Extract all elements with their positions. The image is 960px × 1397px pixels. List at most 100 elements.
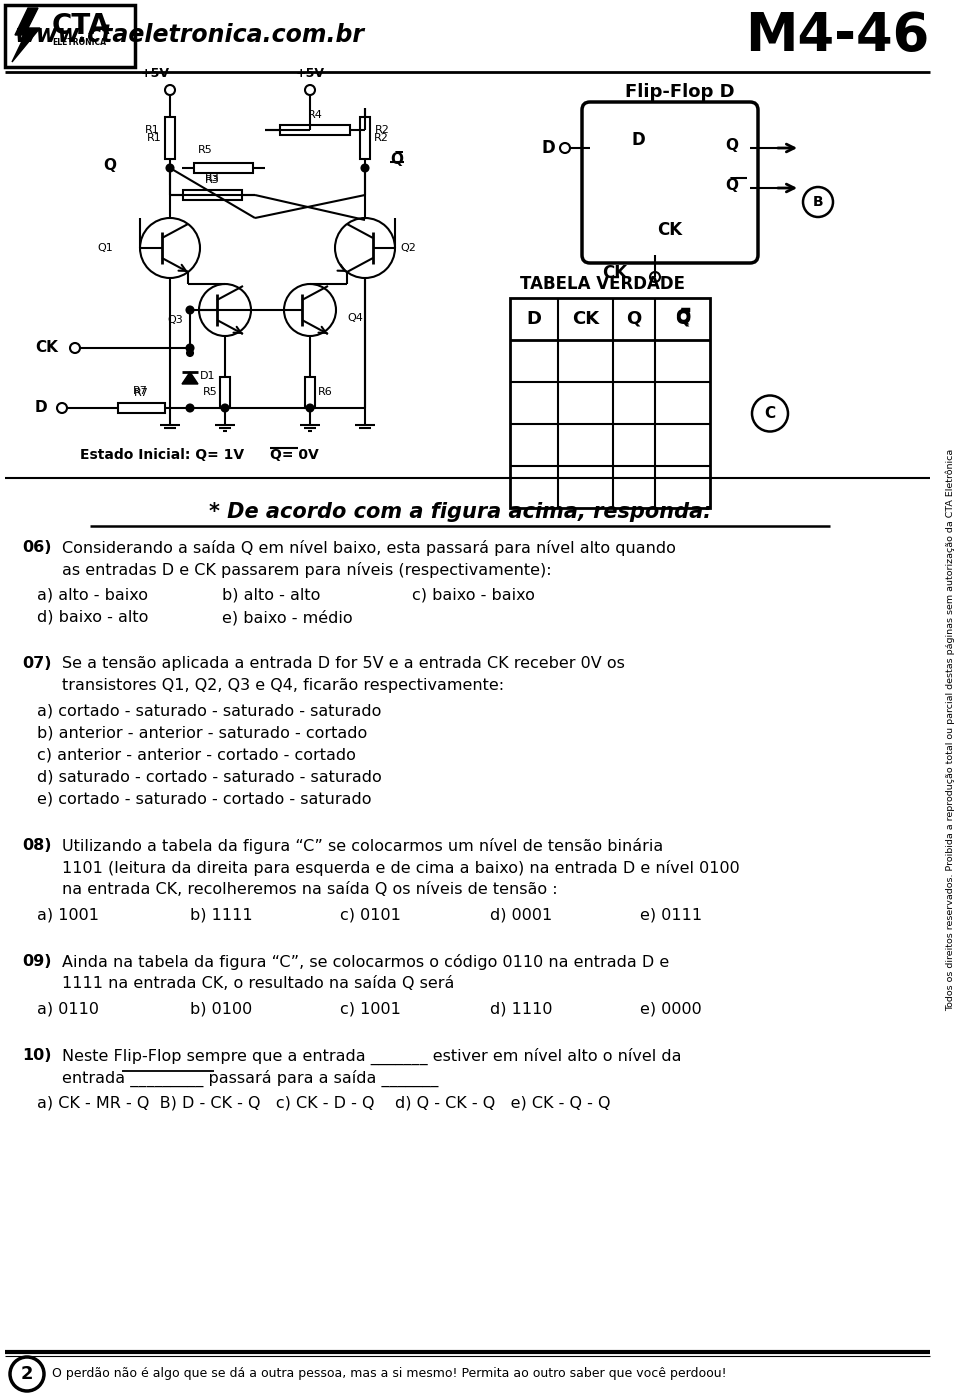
Text: Q̅: Q̅ (726, 177, 738, 193)
Text: Q4: Q4 (348, 313, 363, 323)
Text: Q1: Q1 (97, 243, 113, 253)
Circle shape (222, 405, 228, 412)
Bar (280, 124, 350, 136)
Text: ELETRÔNICA: ELETRÔNICA (52, 38, 106, 47)
FancyBboxPatch shape (582, 102, 758, 263)
Text: c) anterior - anterior - cortado - cortado: c) anterior - anterior - cortado - corta… (37, 747, 356, 763)
Circle shape (362, 165, 369, 172)
Bar (5, 6, 135, 67)
Text: c) 1001: c) 1001 (340, 1002, 401, 1017)
Text: 09): 09) (22, 954, 52, 970)
Circle shape (186, 306, 194, 313)
Bar (118, 402, 165, 414)
Text: CTA: CTA (52, 13, 110, 41)
Text: a) CK - MR - Q  B) D - CK - Q   c) CK - D - Q    d) Q - CK - Q   e) CK - Q - Q: a) CK - MR - Q B) D - CK - Q c) CK - D -… (37, 1097, 611, 1111)
Text: c) 0101: c) 0101 (340, 908, 401, 923)
Text: d) baixo - alto: d) baixo - alto (37, 610, 149, 624)
Text: 2: 2 (21, 1365, 34, 1383)
Circle shape (186, 405, 194, 412)
Text: R5: R5 (198, 145, 212, 155)
Text: +5V: +5V (296, 67, 324, 80)
Text: e) cortado - saturado - cortado - saturado: e) cortado - saturado - cortado - satura… (37, 792, 372, 807)
Text: d) 1110: d) 1110 (490, 1002, 553, 1017)
Text: 08): 08) (22, 838, 52, 854)
Text: D1: D1 (200, 372, 215, 381)
Text: e) baixo - médio: e) baixo - médio (222, 610, 352, 626)
Text: CK: CK (35, 341, 58, 355)
Text: R1: R1 (147, 133, 161, 142)
Text: b) 1111: b) 1111 (190, 908, 252, 923)
Text: Q̅: Q̅ (675, 307, 690, 326)
Text: a) alto - baixo: a) alto - baixo (37, 588, 148, 604)
Text: R2: R2 (374, 124, 390, 136)
Text: 1101 (leitura da direita para esquerda e de cima a baixo) na entrada D e nível 0: 1101 (leitura da direita para esquerda e… (62, 861, 740, 876)
Text: na entrada CK, recolheremos na saída Q os níveis de tensão :: na entrada CK, recolheremos na saída Q o… (62, 882, 558, 897)
Text: d) saturado - cortado - saturado - saturado: d) saturado - cortado - saturado - satur… (37, 770, 382, 785)
Text: R6: R6 (318, 387, 332, 397)
Text: entrada _________ passará para a saída _______: entrada _________ passará para a saída _… (62, 1070, 439, 1087)
Text: 07): 07) (22, 657, 52, 671)
Circle shape (306, 405, 314, 412)
Text: R7: R7 (134, 388, 149, 398)
Text: 10): 10) (22, 1048, 52, 1063)
Text: Estado Inicial: Q= 1V: Estado Inicial: Q= 1V (80, 448, 244, 462)
Text: M4-46: M4-46 (745, 10, 929, 61)
Text: R2: R2 (373, 133, 389, 142)
Text: Se a tensão aplicada a entrada D for 5V e a entrada CK receber 0V os: Se a tensão aplicada a entrada D for 5V … (62, 657, 625, 671)
Circle shape (166, 165, 174, 172)
Bar (510, 298, 710, 509)
Circle shape (187, 351, 193, 356)
Text: * De acordo com a figura acima, responda:: * De acordo com a figura acima, responda… (208, 502, 711, 522)
Bar (220, 377, 230, 408)
Text: Q̅: Q̅ (675, 310, 690, 328)
Circle shape (186, 345, 194, 352)
Text: CK: CK (658, 221, 683, 239)
Text: Q3: Q3 (167, 314, 182, 326)
Text: b) anterior - anterior - saturado - cortado: b) anterior - anterior - saturado - cort… (37, 726, 368, 740)
Bar (305, 377, 315, 408)
Text: transistores Q1, Q2, Q3 e Q4, ficarão respectivamente:: transistores Q1, Q2, Q3 e Q4, ficarão re… (62, 678, 504, 693)
Text: d) 0001: d) 0001 (490, 908, 552, 923)
Text: D: D (541, 138, 555, 156)
Text: Ainda na tabela da figura “C”, se colocarmos o código 0110 na entrada D e: Ainda na tabela da figura “C”, se coloca… (62, 954, 669, 970)
Text: R7: R7 (132, 386, 148, 395)
Text: R3: R3 (205, 175, 220, 184)
Text: a) 1001: a) 1001 (37, 908, 99, 923)
Text: Todos os direitos reservados. Proibida a reprodução total ou parcial destas pági: Todos os direitos reservados. Proibida a… (946, 448, 955, 1011)
Text: R3: R3 (204, 173, 220, 183)
Text: Q= 0V: Q= 0V (270, 448, 319, 462)
Bar (182, 190, 242, 200)
Text: a) cortado - saturado - saturado - saturado: a) cortado - saturado - saturado - satur… (37, 704, 381, 719)
Text: Utilizando a tabela da figura “C” se colocarmos um nível de tensão binária: Utilizando a tabela da figura “C” se col… (62, 838, 663, 854)
Text: as entradas D e CK passarem para níveis (respectivamente):: as entradas D e CK passarem para níveis … (62, 562, 552, 578)
Text: R5: R5 (203, 387, 217, 397)
Text: c) baixo - baixo: c) baixo - baixo (412, 588, 535, 604)
Text: Q: Q (104, 158, 116, 172)
Bar (165, 117, 175, 159)
Bar (360, 117, 370, 159)
Text: B: B (813, 196, 824, 210)
Bar (195, 163, 252, 173)
Polygon shape (12, 8, 40, 61)
Text: D: D (35, 401, 48, 415)
Text: CK: CK (603, 264, 628, 282)
Text: TABELA VERDADE: TABELA VERDADE (520, 275, 685, 293)
Text: b) 0100: b) 0100 (190, 1002, 252, 1017)
Text: b) alto - alto: b) alto - alto (222, 588, 321, 604)
Text: Neste Flip-Flop sempre que a entrada _______ estiver em nível alto o nível da: Neste Flip-Flop sempre que a entrada ___… (62, 1048, 682, 1065)
Text: Q: Q (626, 310, 641, 328)
Polygon shape (182, 372, 198, 384)
Text: 06): 06) (22, 541, 52, 555)
Text: Flip-Flop D: Flip-Flop D (625, 82, 734, 101)
Text: e) 0000: e) 0000 (640, 1002, 702, 1017)
Text: D: D (526, 310, 541, 328)
Text: D: D (631, 131, 645, 149)
Text: 1111 na entrada CK, o resultado na saída Q será: 1111 na entrada CK, o resultado na saída… (62, 977, 454, 990)
Text: e) 0111: e) 0111 (640, 908, 702, 923)
Text: Considerando a saída Q em nível baixo, esta passará para nível alto quando: Considerando a saída Q em nível baixo, e… (62, 541, 676, 556)
Text: www.ctaeletronica.com.br: www.ctaeletronica.com.br (15, 22, 365, 47)
Text: O perdão não é algo que se dá a outra pessoa, mas a si mesmo! Permita ao outro s: O perdão não é algo que se dá a outra pe… (52, 1368, 727, 1380)
Text: CK: CK (572, 310, 599, 328)
Text: Q: Q (726, 137, 738, 152)
Text: R1: R1 (145, 124, 159, 136)
